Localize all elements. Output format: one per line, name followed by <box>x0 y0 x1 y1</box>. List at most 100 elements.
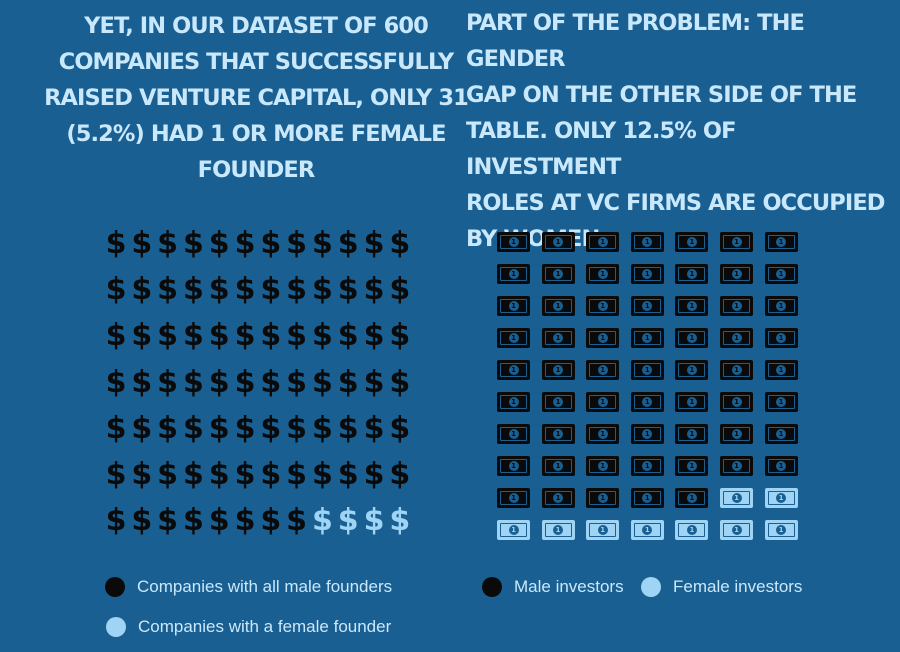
female-investor-bill-icon: 1 <box>720 488 753 508</box>
male-investor-bill-icon: 1 <box>541 264 575 284</box>
male-founders-company-dollar-icon: $ <box>157 457 179 492</box>
male-founders-company-dollar-icon: $ <box>182 503 204 539</box>
male-investor-bill-icon: 1 <box>541 392 575 412</box>
male-founders-company-dollar-icon: $ <box>260 272 282 308</box>
male-investor-bill-icon: 1 <box>630 456 664 476</box>
male-investor-bill-icon: 1 <box>586 456 620 476</box>
male-founders-company-dollar-icon: $ <box>337 364 359 400</box>
male-investor-bill-icon: 1 <box>586 264 620 284</box>
male-founders-company-dollar-icon: $ <box>131 457 153 492</box>
male-investor-bill-icon: 1 <box>764 328 798 348</box>
male-investor-bill-icon: 1 <box>586 296 620 316</box>
legend-dot-male-icon <box>105 577 125 597</box>
legend-label-male-founders: Companies with all male founders <box>137 577 393 596</box>
male-investor-bill-icon: 1 <box>764 296 798 316</box>
male-investor-bill-icon: 1 <box>630 264 664 284</box>
male-investor-bill-icon: 1 <box>675 424 709 444</box>
male-founders-company-dollar-icon: $ <box>234 410 256 446</box>
male-founders-company-dollar-icon: $ <box>389 226 411 261</box>
male-founders-company-dollar-icon: $ <box>157 318 179 354</box>
male-founders-company-dollar-icon: $ <box>389 410 411 446</box>
male-founders-company-dollar-icon: $ <box>363 457 385 492</box>
male-founders-company-dollar-icon: $ <box>208 410 230 446</box>
male-founders-company-dollar-icon: $ <box>286 364 308 400</box>
female-investor-bill-icon: 1 <box>764 520 798 540</box>
male-founders-company-dollar-icon: $ <box>363 410 385 446</box>
male-founders-company-dollar-icon: $ <box>286 410 308 446</box>
male-investor-bill-icon: 1 <box>586 392 620 412</box>
male-founders-company-dollar-icon: $ <box>208 457 230 492</box>
legend-dot-female-icon <box>641 577 661 597</box>
male-founders-company-dollar-icon: $ <box>157 410 179 446</box>
male-founders-company-dollar-icon: $ <box>363 318 385 354</box>
male-founders-company-dollar-icon: $ <box>234 364 256 400</box>
male-founders-company-dollar-icon: $ <box>286 318 308 354</box>
male-founders-company-dollar-icon: $ <box>131 318 153 354</box>
male-founders-company-dollar-icon: $ <box>311 226 333 261</box>
male-founders-company-dollar-icon: $ <box>234 318 256 354</box>
male-investor-bill-icon: 1 <box>720 360 753 380</box>
male-investor-bill-icon: 1 <box>541 296 575 316</box>
male-investor-bill-icon: 1 <box>630 232 664 252</box>
legend-dot-female-icon <box>106 617 126 637</box>
male-investor-bill-icon: 1 <box>586 424 620 444</box>
male-founders-company-dollar-icon: $ <box>337 410 359 446</box>
male-founders-company-dollar-icon: $ <box>311 457 333 492</box>
male-founders-company-dollar-icon: $ <box>234 457 256 492</box>
male-investor-bill-icon: 1 <box>720 456 753 476</box>
male-founders-company-dollar-icon: $ <box>389 364 411 400</box>
male-founders-company-dollar-icon: $ <box>260 410 282 446</box>
male-investor-bill-icon: 1 <box>720 328 753 348</box>
legend-label-male-investors: Male investors <box>514 577 624 596</box>
male-founders-company-dollar-icon: $ <box>311 272 333 308</box>
male-investor-bill-icon: 1 <box>675 488 709 508</box>
female-founder-company-dollar-icon: $ <box>363 503 385 539</box>
male-founders-company-dollar-icon: $ <box>131 272 153 308</box>
male-founders-company-dollar-icon: $ <box>131 226 153 261</box>
female-investor-bill-icon: 1 <box>675 520 709 540</box>
male-investor-bill-icon: 1 <box>675 392 709 412</box>
male-investor-bill-icon: 1 <box>541 328 575 348</box>
male-founders-company-dollar-icon: $ <box>105 364 127 400</box>
male-investor-bill-icon: 1 <box>586 360 620 380</box>
male-founders-company-dollar-icon: $ <box>286 272 308 308</box>
male-investor-bill-icon: 1 <box>630 328 664 348</box>
male-founders-company-dollar-icon: $ <box>131 364 153 400</box>
male-founders-company-dollar-icon: $ <box>260 226 282 261</box>
male-investor-bill-icon: 1 <box>675 328 709 348</box>
male-founders-company-dollar-icon: $ <box>286 503 308 539</box>
female-investor-bill-icon: 1 <box>586 520 620 540</box>
male-investor-bill-icon: 1 <box>764 360 798 380</box>
female-founder-company-dollar-icon: $ <box>389 503 411 539</box>
male-investor-bill-icon: 1 <box>497 328 530 348</box>
male-investor-bill-icon: 1 <box>675 232 709 252</box>
male-founders-company-dollar-icon: $ <box>105 503 127 539</box>
male-investor-bill-icon: 1 <box>541 232 575 252</box>
male-founders-company-dollar-icon: $ <box>182 226 204 261</box>
female-investor-bill-icon: 1 <box>497 520 530 540</box>
male-founders-company-dollar-icon: $ <box>311 318 333 354</box>
male-investor-bill-icon: 1 <box>675 360 709 380</box>
male-founders-company-dollar-icon: $ <box>389 272 411 308</box>
male-founders-company-dollar-icon: $ <box>363 364 385 400</box>
male-founders-company-dollar-icon: $ <box>182 318 204 354</box>
male-founders-company-dollar-icon: $ <box>182 364 204 400</box>
male-founders-company-dollar-icon: $ <box>234 272 256 308</box>
male-investor-bill-icon: 1 <box>720 264 753 284</box>
male-founders-company-dollar-icon: $ <box>260 318 282 354</box>
male-investor-bill-icon: 1 <box>720 232 753 252</box>
male-founders-company-dollar-icon: $ <box>157 272 179 308</box>
male-investor-bill-icon: 1 <box>586 328 620 348</box>
male-investor-bill-icon: 1 <box>586 488 620 508</box>
male-founders-company-dollar-icon: $ <box>182 410 204 446</box>
male-founders-company-dollar-icon: $ <box>286 226 308 261</box>
male-investor-bill-icon: 1 <box>497 392 530 412</box>
male-founders-company-dollar-icon: $ <box>131 410 153 446</box>
male-founders-company-dollar-icon: $ <box>286 457 308 492</box>
male-founders-company-dollar-icon: $ <box>182 272 204 308</box>
male-founders-company-dollar-icon: $ <box>234 226 256 261</box>
male-investor-bill-icon: 1 <box>764 392 798 412</box>
female-investor-bill-icon: 1 <box>764 488 798 508</box>
male-investor-bill-icon: 1 <box>541 424 575 444</box>
